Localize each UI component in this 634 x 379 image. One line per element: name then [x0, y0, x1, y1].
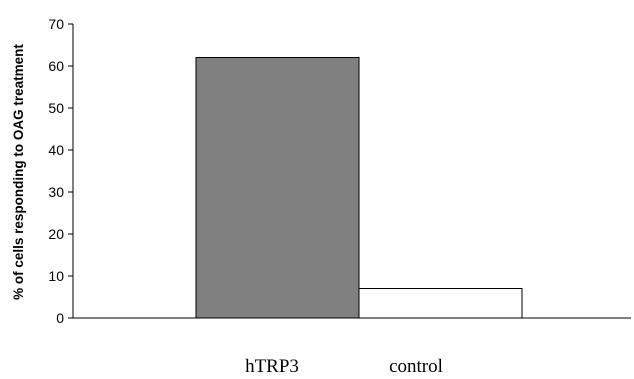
x-axis-category-labels: hTRP3 control — [245, 356, 443, 377]
x-category-label: hTRP3 — [245, 356, 299, 377]
y-tick-label: 10 — [48, 268, 64, 284]
y-tick-label: 40 — [48, 142, 64, 158]
y-tick-label: 0 — [56, 310, 64, 326]
y-tick-label: 70 — [48, 16, 64, 32]
y-tick-label: 20 — [48, 226, 64, 242]
y-tick-label: 30 — [48, 184, 64, 200]
y-axis-title: % of cells responding to OAG treatment — [11, 44, 26, 300]
y-tick-label: 50 — [48, 100, 64, 116]
y-tick-label: 60 — [48, 58, 64, 74]
x-category-label: control — [389, 356, 443, 377]
bar-htrp3 — [195, 57, 360, 319]
y-axis-ticks: 0 10 20 30 40 50 60 70 — [48, 16, 73, 326]
bars — [195, 57, 523, 319]
bar-control — [358, 288, 523, 319]
